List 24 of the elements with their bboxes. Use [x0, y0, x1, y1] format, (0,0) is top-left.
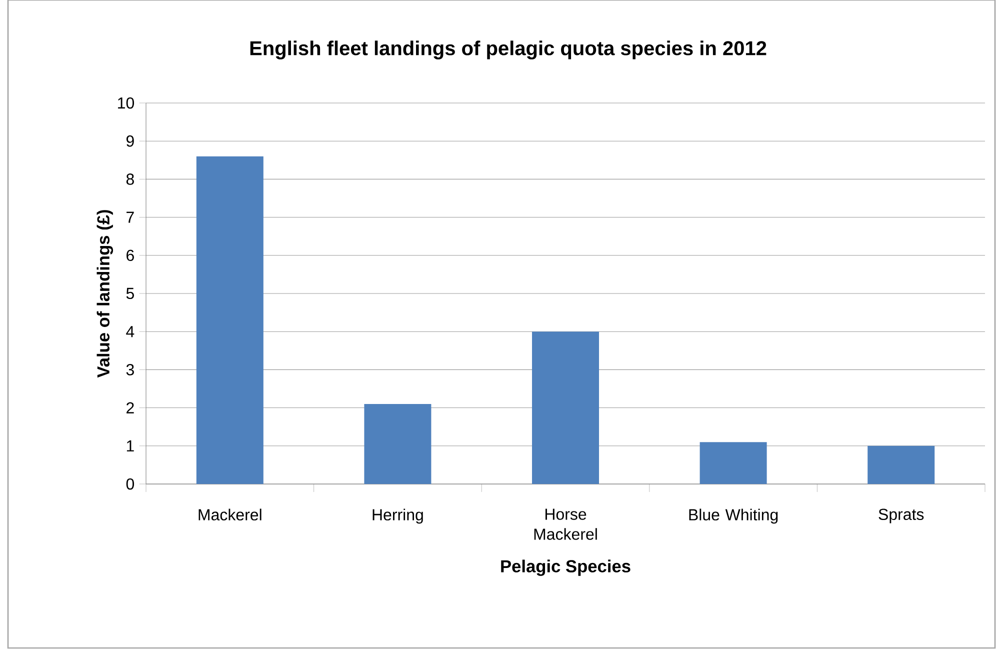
y-tick-label: 7 [126, 212, 134, 223]
y-tick-label: 5 [126, 288, 134, 300]
y-tick-label: 1 [126, 440, 134, 452]
y-tick-label: 9 [126, 135, 134, 147]
x-axis-title: Pelagic Species [501, 560, 630, 576]
x-tick-label: Horse Mackerel [534, 508, 597, 540]
x-tick-label: Blue Whiting [689, 508, 778, 524]
y-tick-label: 4 [126, 326, 134, 338]
y-tick-label: 2 [126, 402, 134, 414]
y-tick-label: 0 [126, 478, 134, 490]
bar [868, 446, 935, 484]
y-tick-label: 6 [126, 250, 134, 262]
y-tick-label: 10 [118, 97, 134, 109]
y-tick-label: 8 [126, 174, 134, 185]
bar [700, 442, 767, 484]
x-tick-label: Herring [372, 508, 423, 524]
x-tick-label: Mackerel [198, 508, 262, 520]
y-axis-title: Value of landings (£) [96, 210, 114, 378]
chart-title: English fleet landings of pelagic quota species in 2012 [250, 40, 766, 60]
y-tick-label: 3 [126, 364, 134, 376]
bar [364, 404, 432, 484]
bar [532, 332, 600, 484]
x-tick-label: Sprats [878, 508, 924, 524]
bar [196, 156, 264, 484]
